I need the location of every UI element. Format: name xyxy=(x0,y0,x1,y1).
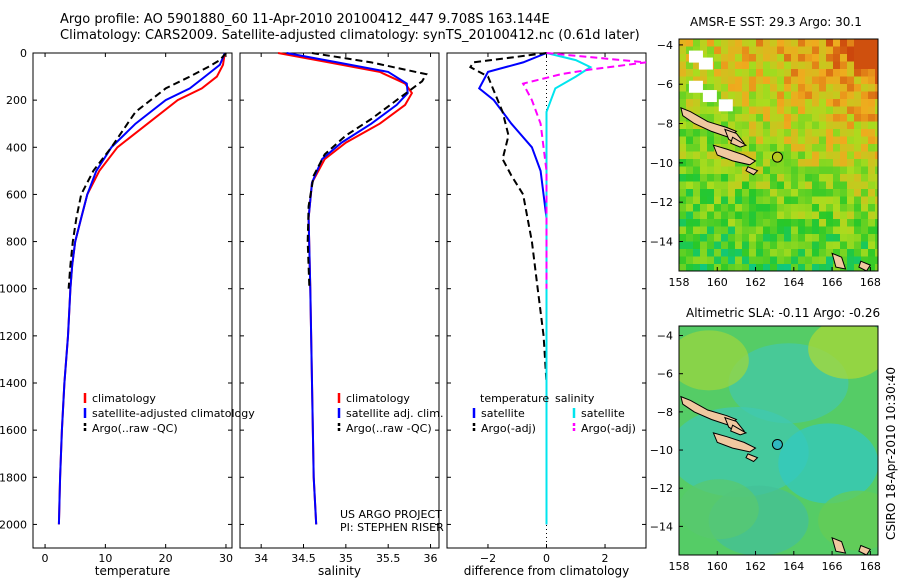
temperature-xtick-label: 10 xyxy=(98,552,112,565)
sla_map-xtick-label: 168 xyxy=(860,560,881,573)
temperature-xtick-label: 30 xyxy=(219,552,233,565)
sla_map-coastline xyxy=(858,544,872,555)
sla_map-coastline xyxy=(745,453,759,463)
temperature-xlabel: temperature xyxy=(95,564,170,578)
sla_map-ytick-label: −6 xyxy=(657,368,673,381)
sst_map-ytick-label: −6 xyxy=(657,78,673,91)
sst_map-xtick-label: 168 xyxy=(860,276,881,289)
depth-tick-label: 1600 xyxy=(0,424,27,437)
sst_map-coastline xyxy=(730,136,748,148)
temperature-xtick-label: 0 xyxy=(42,552,49,565)
depth-tick-label: 0 xyxy=(20,47,27,60)
depth-tick-label: 1000 xyxy=(0,283,27,296)
temperature-legend-entry: satellite-adjusted climatology xyxy=(92,407,255,420)
timestamp-stamp: CSIRO 18-Apr-2010 10:30:40 xyxy=(884,366,898,540)
sst_map-xtick-label: 166 xyxy=(822,276,843,289)
figure-title-line2: Climatology: CARS2009. Satellite-adjuste… xyxy=(60,28,640,43)
salinity-xtick-label: 34.5 xyxy=(291,552,316,565)
difference-series-1 xyxy=(468,52,548,384)
project-credit: US ARGO PROJECT PI: STEPHEN RISER xyxy=(340,508,444,534)
sst_map-frame xyxy=(678,38,879,272)
salinity-xtick-label: 35.5 xyxy=(376,552,401,565)
sla_map-xtick-label: 166 xyxy=(822,560,843,573)
sst_map-coastline xyxy=(745,166,759,176)
sst_map-ytick-label: −10 xyxy=(650,157,673,170)
sla_map-argo-marker xyxy=(771,438,783,450)
sla_map-xtick-label: 158 xyxy=(669,560,690,573)
sst_map-xtick-label: 160 xyxy=(707,276,728,289)
difference-xtick-label: 0 xyxy=(543,552,550,565)
sla_map-coastline xyxy=(730,424,748,436)
depth-tick-label: 400 xyxy=(6,141,27,154)
sst_map-xtick-label: 162 xyxy=(745,276,766,289)
temperature-legend-entry: Argo(..raw -QC) xyxy=(92,422,178,435)
temperature-legend-entry: climatology xyxy=(92,392,156,405)
project-credit-line1: US ARGO PROJECT xyxy=(340,508,442,521)
salinity-legend-entry: Argo(..raw -QC) xyxy=(346,422,432,435)
difference-legend-temperature-title: temperature xyxy=(480,392,549,405)
temperature-xtick-label: 20 xyxy=(159,552,173,565)
project-credit-line2: PI: STEPHEN RISER xyxy=(340,521,444,534)
sla_map-xtick-label: 162 xyxy=(745,560,766,573)
difference-xlabel: difference from climatology xyxy=(464,564,630,578)
depth-tick-label: 600 xyxy=(6,188,27,201)
depth-tick-label: 1800 xyxy=(0,471,27,484)
sst_map-ytick-label: −8 xyxy=(657,118,673,131)
sst_map-xtick-label: 164 xyxy=(783,276,804,289)
sla_map-coastline xyxy=(712,432,757,453)
salinity-legend-entry: climatology xyxy=(346,392,410,405)
temperature-series-2 xyxy=(67,52,227,289)
sla_map-field xyxy=(679,326,878,555)
difference-xtick-label: −2 xyxy=(480,552,496,565)
difference-legend-entry: Argo(-adj) xyxy=(581,422,636,435)
salinity-xtick-label: 36 xyxy=(424,552,438,565)
sla_map-ytick-label: −14 xyxy=(650,520,673,533)
difference-series-3 xyxy=(521,52,647,289)
sst_map-ytick-label: −14 xyxy=(650,236,673,249)
sla_map-xtick-label: 164 xyxy=(783,560,804,573)
sst_map-ytick-label: −4 xyxy=(657,39,673,52)
sla_map-coastline xyxy=(831,536,847,554)
depth-tick-label: 800 xyxy=(6,236,27,249)
difference-legend-entry: satellite xyxy=(481,407,525,420)
depth-tick-label: 1200 xyxy=(0,330,27,343)
difference-legend-entry: Argo(-adj) xyxy=(481,422,536,435)
sst_map-coastline xyxy=(712,144,757,166)
difference-legend-salinity-title: salinity xyxy=(555,392,595,405)
salinity-xtick-label: 34 xyxy=(254,552,268,565)
salinity-series-2 xyxy=(306,52,428,289)
temperature-series-1 xyxy=(57,52,226,525)
sst_map-coastline xyxy=(858,260,872,271)
sla_map-xtick-label: 160 xyxy=(707,560,728,573)
salinity-xtick-label: 35 xyxy=(339,552,353,565)
sst_map-ytick-label: −12 xyxy=(650,196,673,209)
depth-tick-label: 1400 xyxy=(0,377,27,390)
difference-series-2 xyxy=(545,52,593,525)
sst_map-argo-marker xyxy=(771,151,783,163)
sst_map-field xyxy=(679,39,878,271)
depth-tick-label: 2000 xyxy=(0,518,27,531)
sla_map-frame xyxy=(678,325,879,556)
sla_map-ytick-label: −8 xyxy=(657,406,673,419)
sst_map-coastline xyxy=(831,252,847,270)
difference-xtick-label: 2 xyxy=(602,552,609,565)
figure-title-line1: Argo profile: AO 5901880_60 11-Apr-2010 … xyxy=(60,12,550,27)
depth-tick-label: 200 xyxy=(6,94,27,107)
sla_map-ytick-label: −4 xyxy=(657,330,673,343)
salinity-plot-area xyxy=(239,52,440,549)
salinity-xlabel: salinity xyxy=(318,564,361,578)
sst-map-title: AMSR-E SST: 29.3 Argo: 30.1 xyxy=(690,15,862,29)
sla_map-ytick-label: −10 xyxy=(650,444,673,457)
sla-map-title: Altimetric SLA: -0.11 Argo: -0.26 xyxy=(686,306,881,320)
sla_map-ytick-label: −12 xyxy=(650,482,673,495)
salinity-legend-entry: satellite adj. clim. xyxy=(346,407,443,420)
salinity-series-1 xyxy=(286,52,409,525)
sst_map-xtick-label: 158 xyxy=(669,276,690,289)
difference-legend-entry: satellite xyxy=(581,407,625,420)
